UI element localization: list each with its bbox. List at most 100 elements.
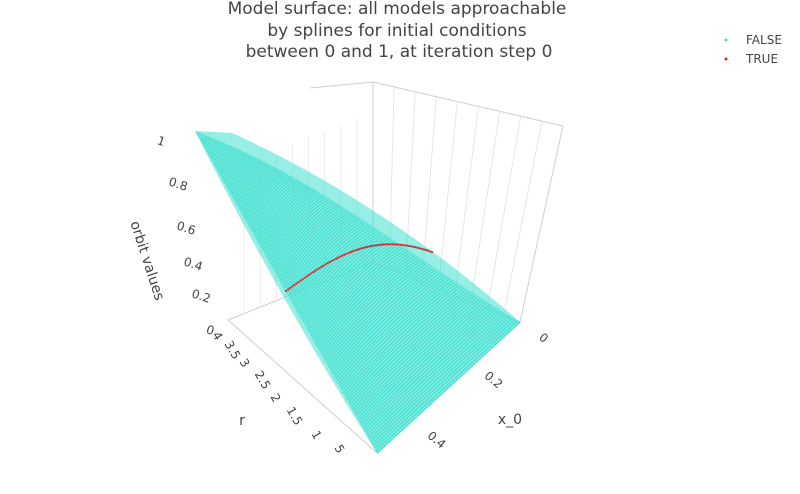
true-point [297,281,300,284]
true-point [295,282,298,285]
grid-line [519,125,564,323]
legend-item-false[interactable]: FALSE [724,33,782,47]
true-point [332,258,336,261]
true-point [341,254,344,257]
true-point [393,243,396,246]
true-point [420,247,423,250]
r-tick-label: 3 [236,356,252,370]
true-point [362,246,365,250]
true-point [309,272,313,275]
true-point [376,244,379,247]
true-point [289,286,292,290]
legend-label-true: TRUE [745,52,778,66]
true-point [328,260,331,264]
true-point [399,243,402,246]
true-point [305,275,308,278]
chart-title-line-2: by splines for initial conditions [267,21,526,41]
grid-line [437,101,458,289]
true-point [337,256,340,259]
true-point [335,257,338,260]
true-point [339,255,342,258]
true-point [355,248,358,251]
true-point [397,243,400,246]
true-point [378,243,381,246]
x-axis-label: x_0 [498,412,522,428]
true-point [324,263,327,266]
true-point [307,273,310,276]
true-point [345,252,348,255]
grid-line [309,81,374,89]
model-surface [195,131,521,454]
z-tick-label: 0 [204,322,216,338]
legend-marker-false [724,38,728,42]
true-point [366,245,369,248]
true-point [318,267,321,270]
true-point [391,243,394,246]
true-point [368,245,371,248]
true-point [343,253,346,256]
true-point [353,249,356,252]
true-point [424,248,427,252]
x-tick-label: 0 [536,330,551,346]
true-point [347,251,350,254]
y-axis-label: r [239,413,245,429]
true-point [301,278,304,281]
x-tick-label: 0.4 [425,428,449,451]
true-point [316,268,319,271]
true-point [303,276,306,279]
true-point [374,244,377,247]
true-point [385,243,388,246]
grid-line [372,81,564,127]
true-series-points [284,243,434,293]
true-point [410,245,413,248]
true-point [293,283,296,287]
x-tick-label: 0.2 [482,368,506,391]
true-point [387,243,390,246]
true-point [428,250,431,253]
true-point [360,247,363,250]
legend-label-false: FALSE [746,33,782,47]
true-point [351,250,354,253]
chart-title-line-3: between 0 and 1, at iteration step 0 [246,42,553,62]
true-point [364,246,367,249]
true-point [380,243,383,246]
true-point [326,262,329,265]
chart-title-line-1: Model surface: all models approachable [228,0,567,19]
grid-line [503,121,543,316]
z-tick-label: 0.6 [175,219,197,238]
r-tick-label: 2.5 [252,368,274,392]
true-point [395,243,398,246]
r-tick-label: 3.5 [222,338,244,362]
surface-fill [195,131,520,453]
r-tick-label: 1 [308,428,324,442]
true-point [291,285,294,288]
true-point [382,243,386,246]
true-point [372,244,375,247]
true-point [401,243,404,247]
true-point [312,271,315,274]
legend-item-true[interactable]: TRUE [724,52,779,66]
true-point [422,248,425,251]
legend[interactable]: FALSE TRUE [724,33,782,66]
r-tick-label: 5 [331,442,347,456]
true-point [322,264,325,267]
r-tick-label: 1.5 [284,404,306,428]
true-point [418,247,421,250]
z-tick-label: 0.4 [182,255,204,274]
true-point [357,248,361,251]
true-point [284,289,288,293]
grid-line [470,111,501,303]
true-point [416,246,419,249]
grid-line [227,319,378,454]
true-point [426,249,429,252]
true-point [408,244,411,248]
grid-line [454,106,480,296]
true-point [299,279,302,282]
true-point [349,251,352,254]
legend-marker-true [724,57,728,61]
r-tick-label: 2 [267,391,283,405]
true-point [403,244,406,247]
true-point [320,265,323,268]
true-point [389,243,392,246]
